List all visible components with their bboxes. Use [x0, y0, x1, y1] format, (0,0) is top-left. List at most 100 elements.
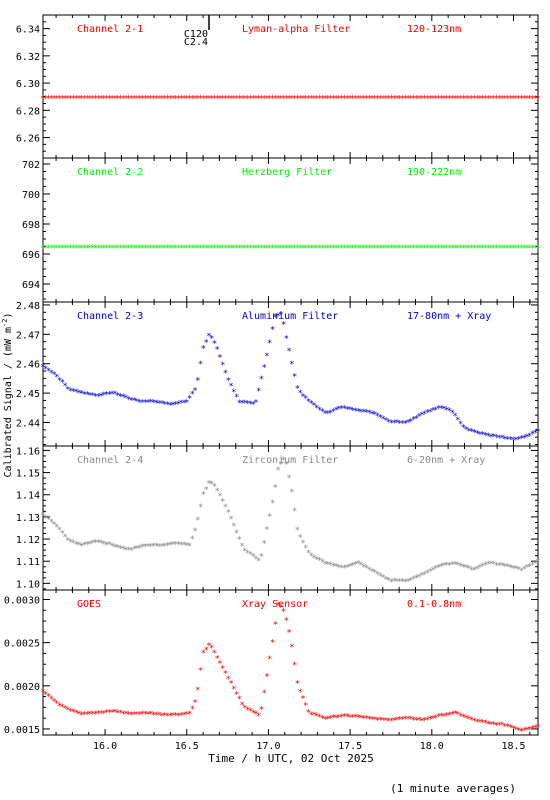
series-points: ****************************************… [40, 95, 540, 105]
y-tick-label: 1.15 [16, 469, 40, 480]
footer-note: (1 minute averages) [390, 782, 516, 795]
y-tick-label: 0.0025 [4, 639, 40, 650]
data-point: * [253, 399, 258, 409]
y-axis-label-superscript: -2 [1, 319, 9, 327]
filter-label: Aluminium Filter [242, 311, 338, 322]
data-point: * [535, 95, 540, 105]
y-tick-label: 2.46 [16, 360, 40, 371]
data-point: * [198, 667, 203, 677]
x-tick-label: 16.5 [175, 741, 199, 752]
band-label: 0.1-0.8nm [407, 599, 461, 610]
y-tick-label: 1.13 [16, 513, 40, 524]
data-point: * [264, 352, 269, 362]
chart-panels: 6.266.286.306.326.34********************… [4, 15, 541, 737]
data-point: * [267, 513, 272, 523]
y-axis-label-main: Calibrated Signal / (mW m [3, 327, 14, 478]
filter-label: Zirconium Filter [242, 455, 338, 466]
y-tick-label: 2.45 [16, 389, 40, 400]
data-point: * [267, 339, 272, 349]
panel-frame [43, 15, 538, 158]
y-tick-label: 6.28 [16, 106, 40, 117]
y-tick-label: 1.11 [16, 557, 40, 568]
data-point: * [270, 499, 275, 509]
panel-3: 2.442.452.462.472.48********************… [16, 301, 541, 446]
y-tick-label: 700 [22, 190, 40, 201]
data-point: * [256, 387, 261, 397]
data-point: * [264, 526, 269, 536]
data-point: * [284, 334, 289, 344]
data-point: * [259, 552, 264, 562]
data-point: * [273, 620, 278, 630]
band-label: 190-222nm [407, 167, 461, 178]
data-point: * [195, 516, 200, 526]
y-tick-label: 2.47 [16, 330, 40, 341]
data-point: * [198, 503, 203, 513]
x-tick-label: 17.0 [256, 741, 280, 752]
band-label: 6-20nm + Xray [407, 455, 485, 466]
y-tick-label: 0.0020 [4, 682, 40, 693]
data-point: * [289, 643, 294, 653]
data-point: * [195, 686, 200, 696]
data-point: * [535, 558, 540, 568]
y-tick-label: 1.16 [16, 446, 40, 457]
y-tick-label: 1.12 [16, 535, 40, 546]
band-label: 120-123nm [407, 24, 461, 35]
data-point: * [292, 372, 297, 382]
data-point: * [262, 689, 267, 699]
y-axis-label: Calibrated Signal / (mW m-2) [1, 313, 14, 478]
y-tick-label: 696 [22, 250, 40, 261]
band-label: 17-80nm + Xray [407, 311, 491, 322]
panel-frame [43, 158, 538, 302]
data-point: * [192, 386, 197, 396]
x-axis-label: Time / h UTC, 02 Oct 2025 [208, 752, 374, 765]
data-point: * [535, 428, 540, 438]
data-point: * [289, 488, 294, 498]
data-point: * [270, 325, 275, 335]
channel-label: Channel 2-3 [77, 311, 143, 322]
x-tick-label: 18.5 [501, 741, 525, 752]
y-axis-label-close: ) [3, 313, 14, 319]
y-tick-label: 0.0015 [4, 725, 40, 736]
data-point: * [292, 507, 297, 517]
top-marker: C120 C2.4 [184, 15, 209, 48]
top-marker-label-2: C2.4 [184, 37, 208, 48]
x-tick-label: 17.5 [338, 741, 362, 752]
y-tick-label: 6.32 [16, 52, 40, 63]
data-point: * [192, 527, 197, 537]
data-point: * [262, 539, 267, 549]
panel-1: 6.266.286.306.326.34********************… [16, 15, 541, 158]
data-point: * [267, 655, 272, 665]
data-point: * [284, 616, 289, 626]
y-tick-label: 2.48 [16, 301, 40, 312]
data-point: * [292, 661, 297, 671]
series-points: ****************************************… [40, 244, 540, 254]
x-tick-label: 18.0 [420, 741, 444, 752]
filter-label: Herzberg Filter [242, 167, 332, 178]
series-points: ****************************************… [40, 601, 540, 737]
data-point: * [262, 363, 267, 373]
data-point: * [535, 244, 540, 254]
data-point: * [289, 360, 294, 370]
data-point: * [259, 705, 264, 715]
y-tick-label: 6.26 [16, 134, 40, 145]
y-tick-label: 1.14 [16, 491, 40, 502]
series-points: ****************************************… [40, 456, 540, 588]
y-tick-label: 6.30 [16, 79, 40, 90]
data-point: * [535, 723, 540, 733]
data-point: * [273, 484, 278, 494]
data-point: * [195, 377, 200, 387]
filter-label: Xray Sensor [242, 599, 308, 610]
data-point: * [259, 375, 264, 385]
data-point: * [192, 698, 197, 708]
channel-label: GOES [77, 599, 101, 610]
y-tick-label: 1.10 [16, 579, 40, 590]
x-tick-label: 16.0 [93, 741, 117, 752]
y-tick-label: 0.0030 [4, 595, 40, 606]
y-tick-label: 698 [22, 220, 40, 231]
channel-label: Channel 2-2 [77, 167, 143, 178]
data-point: * [270, 638, 275, 648]
x-tick-labels: 16.0 16.5 17.0 17.5 18.0 18.5 [93, 741, 526, 752]
channel-label: Channel 2-1 [77, 24, 143, 35]
data-point: * [264, 672, 269, 682]
